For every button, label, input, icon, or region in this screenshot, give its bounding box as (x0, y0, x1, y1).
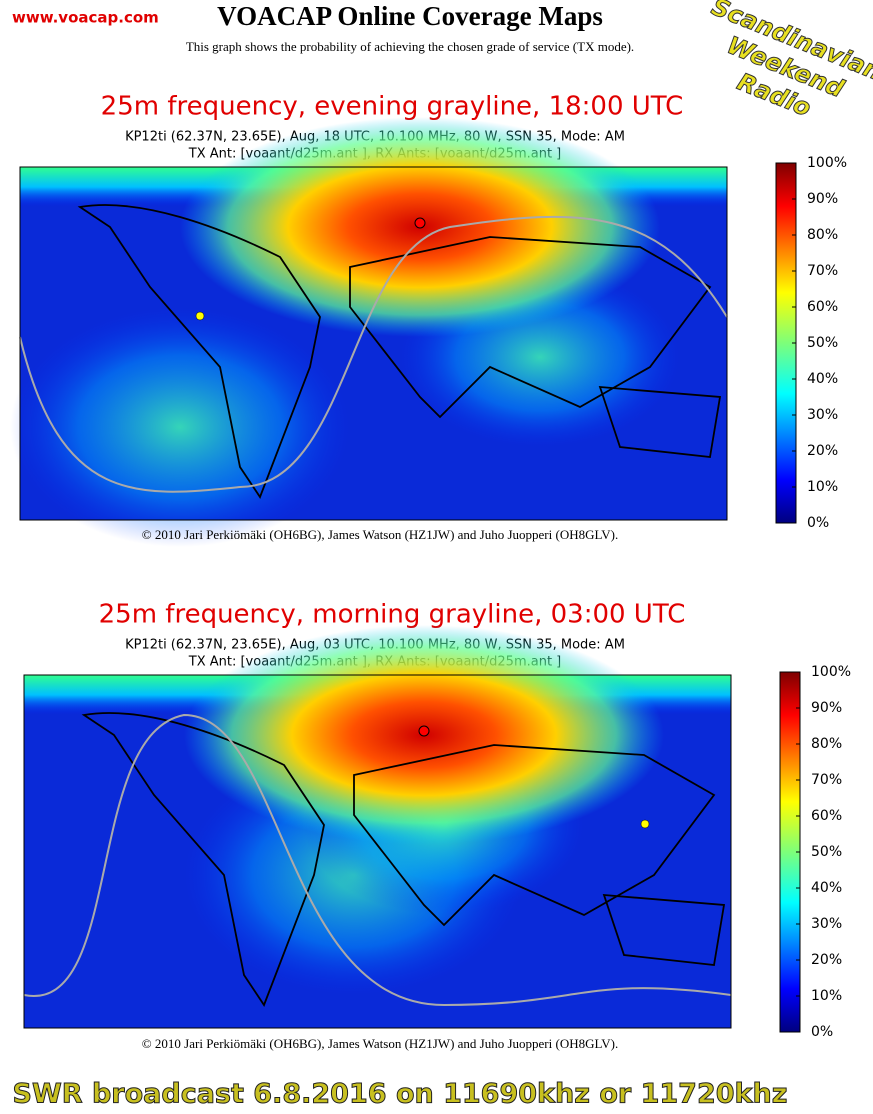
antipode (195, 311, 205, 321)
colorbar-tick-label: 10% (807, 479, 838, 495)
map-title: 25m frequency, evening grayline, 18:00 U… (101, 92, 684, 122)
colorbar-tick-label: 50% (811, 844, 842, 860)
colorbar-tick-label: 70% (807, 263, 838, 279)
colorbar-tick-label: 0% (807, 515, 829, 531)
coastline (81, 712, 726, 1007)
colorbar-tick-label: 40% (807, 371, 838, 387)
colorbar-tick-label: 40% (811, 880, 842, 896)
badge: Scandinavian Weekend Radio (707, 0, 873, 123)
map-title: 25m frequency, morning grayline, 03:00 U… (99, 600, 686, 630)
colorbar-tick-label: 60% (811, 808, 842, 824)
cool-zone (10, 307, 350, 547)
copyright: © 2010 Jari Perkiömäki (OH6BG), James Wa… (142, 1036, 618, 1051)
tx-site (418, 725, 430, 737)
colorbar-tick-label: 80% (811, 736, 842, 752)
coverage-map (23, 625, 732, 1029)
map-frame (19, 166, 728, 521)
antipode (640, 819, 650, 829)
colorbar-tick-label: 90% (811, 700, 842, 716)
colorbar-tick-label: 20% (811, 952, 842, 968)
grayline (19, 215, 728, 493)
colorbar-tick-label: 90% (807, 191, 838, 207)
colorbar-tick-label: 0% (811, 1024, 833, 1040)
colorbar-tick-label: 30% (811, 916, 842, 932)
subtitle: This graph shows the probability of achi… (186, 39, 634, 54)
map-frame (23, 674, 732, 1029)
colorbar-tick-label: 100% (811, 664, 851, 680)
coverage-map (10, 117, 728, 547)
colorbar-tick-label: 10% (811, 988, 842, 1004)
footer: SWR broadcast 6.8.2016 on 11690khz or 11… (13, 1079, 788, 1110)
colorbar-tick-label: 80% (807, 227, 838, 243)
copyright: © 2010 Jari Perkiömäki (OH6BG), James Wa… (142, 527, 618, 542)
page-title: VOACAP Online Coverage Maps (217, 1, 603, 31)
grayline (23, 713, 732, 1007)
colorbar-tick-label: 50% (807, 335, 838, 351)
coastline (77, 204, 722, 499)
colorbar-tick-label: 60% (807, 299, 838, 315)
tx-site (414, 217, 426, 229)
colorbar-tick-label: 70% (811, 772, 842, 788)
site-link[interactable]: www.voacap.com (12, 9, 159, 27)
colorbar-tick-label: 100% (807, 155, 847, 171)
colorbar-tick-label: 30% (807, 407, 838, 423)
colorbar-tick-label: 20% (807, 443, 838, 459)
